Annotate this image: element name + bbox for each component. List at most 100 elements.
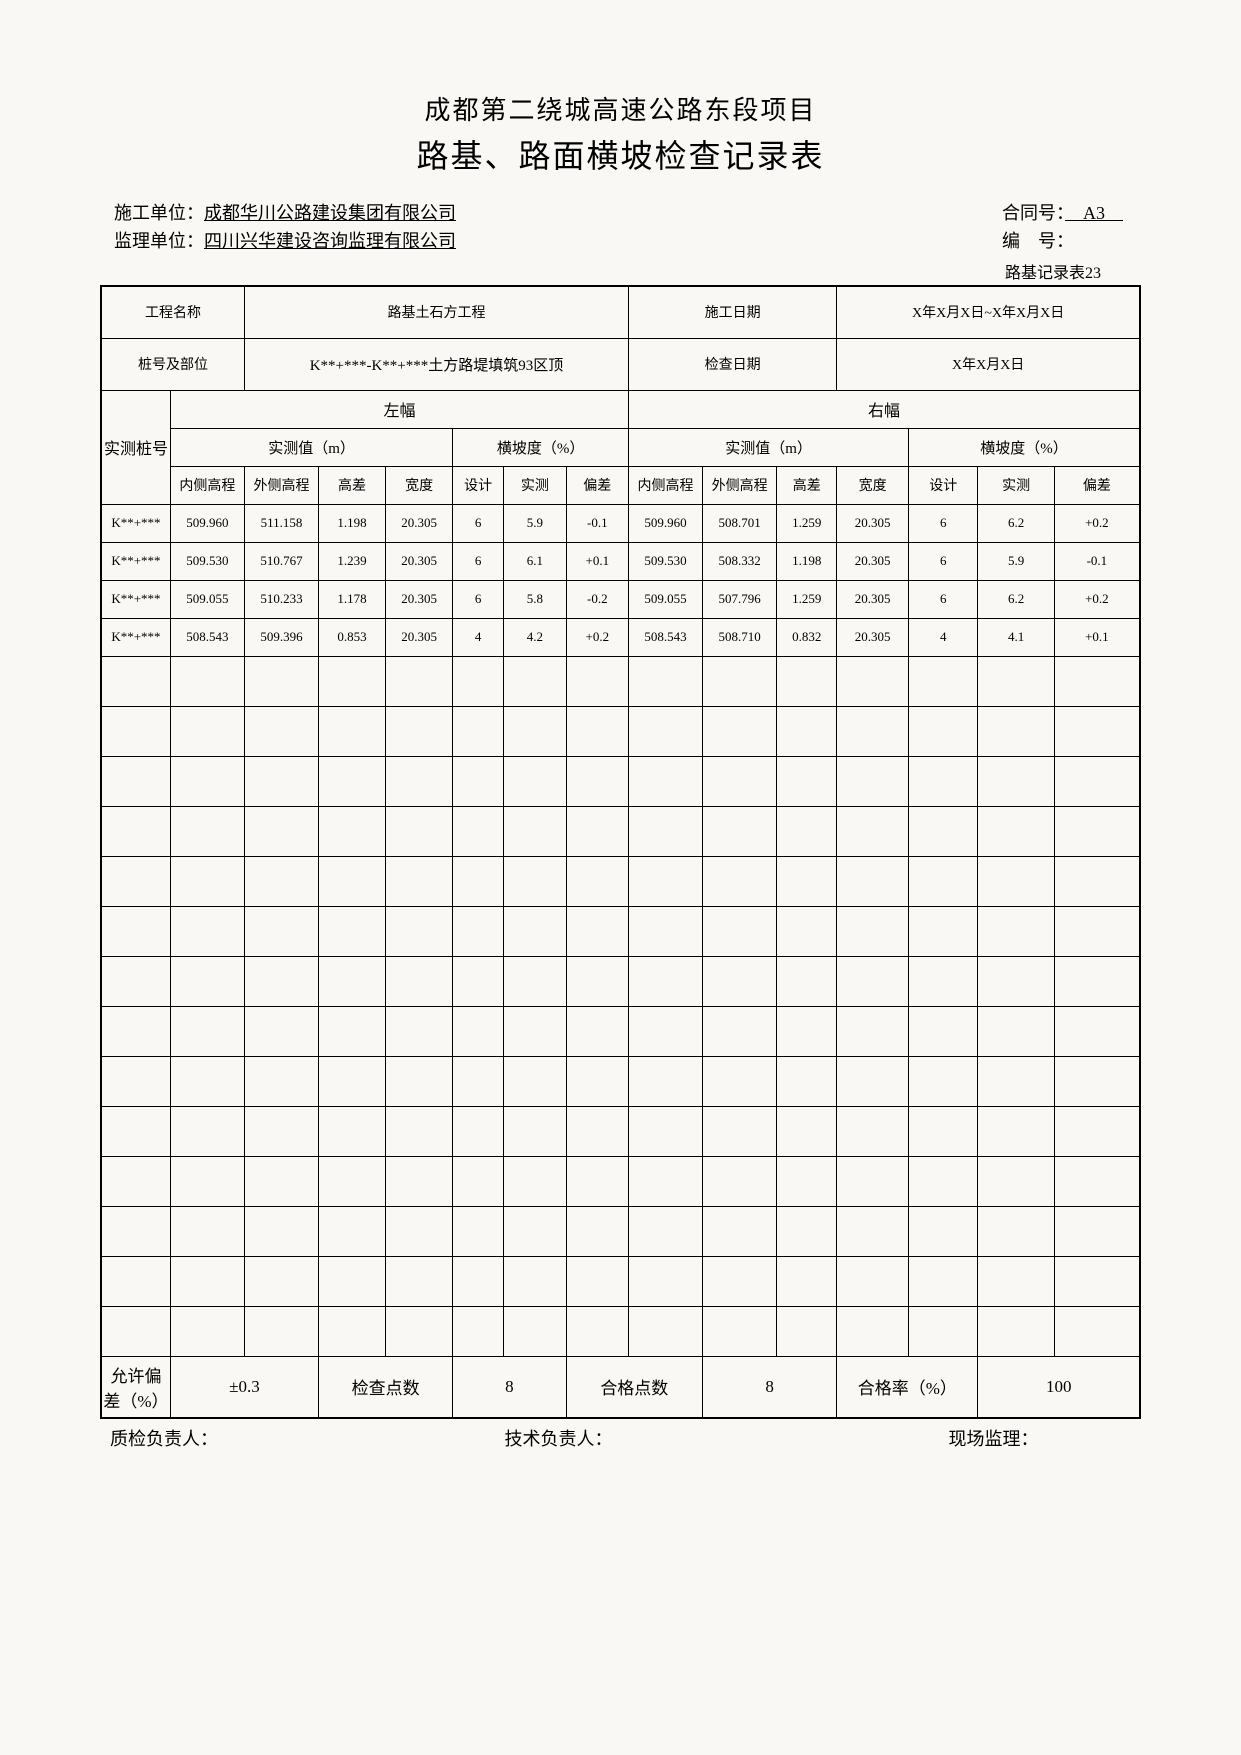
cell-rw: 20.305	[837, 580, 909, 618]
empty-cell	[319, 756, 386, 806]
th-measured-pile: 实测桩号	[101, 390, 170, 504]
empty-cell	[504, 806, 566, 856]
empty-cell	[453, 656, 504, 706]
cell-ro: 508.710	[703, 618, 777, 656]
empty-cell	[170, 1006, 244, 1056]
empty-cell	[386, 856, 453, 906]
empty-cell	[978, 956, 1054, 1006]
cell-ri: 509.055	[629, 580, 703, 618]
th-left-measured: 实测值（m）	[170, 428, 452, 466]
empty-cell	[566, 1156, 628, 1206]
cell-lds: 6	[453, 542, 504, 580]
th-check-date-label: 检查日期	[629, 338, 837, 390]
empty-cell	[978, 1306, 1054, 1356]
empty-cell	[629, 756, 703, 806]
empty-cell	[777, 956, 837, 1006]
empty-cell	[101, 706, 170, 756]
empty-cell	[566, 1256, 628, 1306]
cell-lw: 20.305	[386, 504, 453, 542]
th-r-inner: 内侧高程	[629, 466, 703, 504]
empty-cell	[1054, 806, 1140, 856]
empty-cell	[386, 756, 453, 806]
empty-cell	[909, 1056, 978, 1106]
empty-cell	[453, 1156, 504, 1206]
empty-cell	[837, 1056, 909, 1106]
empty-cell	[909, 906, 978, 956]
empty-cell	[386, 1206, 453, 1256]
cell-lo: 509.396	[244, 618, 318, 656]
empty-cell	[777, 1206, 837, 1256]
empty-cell	[909, 1306, 978, 1356]
cell-rw: 20.305	[837, 504, 909, 542]
empty-cell	[170, 756, 244, 806]
th-r-diff: 高差	[777, 466, 837, 504]
empty-cell	[978, 1256, 1054, 1306]
cell-ld: 1.178	[319, 580, 386, 618]
empty-cell	[386, 1256, 453, 1306]
empty-cell	[244, 756, 318, 806]
empty-cell	[453, 906, 504, 956]
empty-cell	[504, 1156, 566, 1206]
empty-cell	[244, 956, 318, 1006]
cell-ra: 4.1	[978, 618, 1054, 656]
th-l-outer: 外侧高程	[244, 466, 318, 504]
empty-cell	[566, 656, 628, 706]
empty-cell	[629, 1206, 703, 1256]
meta-left: 施工单位：成都华川公路建设集团有限公司 监理单位：四川兴华建设咨询监理有限公司	[114, 199, 456, 255]
empty-cell	[244, 1106, 318, 1156]
empty-cell	[837, 1156, 909, 1206]
cell-lo: 510.233	[244, 580, 318, 618]
project-title: 成都第二绕城高速公路东段项目	[100, 90, 1141, 127]
empty-cell	[319, 1206, 386, 1256]
cell-ra: 6.2	[978, 504, 1054, 542]
empty-cell	[170, 1256, 244, 1306]
empty-cell	[978, 806, 1054, 856]
empty-cell	[504, 956, 566, 1006]
empty-cell	[101, 1206, 170, 1256]
cell-pile: K**+***	[101, 504, 170, 542]
empty-cell	[170, 1206, 244, 1256]
footer-checkpts: 8	[453, 1356, 566, 1418]
sign-qc: 质检负责人：	[110, 1425, 385, 1451]
empty-cell	[453, 1006, 504, 1056]
cell-la: 5.9	[504, 504, 566, 542]
empty-cell	[319, 656, 386, 706]
cell-ld: 0.853	[319, 618, 386, 656]
empty-cell	[386, 1306, 453, 1356]
th-l-dev: 偏差	[566, 466, 628, 504]
sign-sup: 现场监理：	[696, 1425, 1131, 1451]
cell-rw: 20.305	[837, 542, 909, 580]
empty-cell	[837, 856, 909, 906]
th-pile-label: 桩号及部位	[101, 338, 244, 390]
empty-cell	[170, 906, 244, 956]
th-right-slope: 横坡度（%）	[909, 428, 1140, 466]
footer-tol: ±0.3	[170, 1356, 318, 1418]
empty-cell	[504, 1306, 566, 1356]
empty-cell	[566, 756, 628, 806]
empty-cell	[453, 756, 504, 806]
th-l-actual: 实测	[504, 466, 566, 504]
cell-li: 508.543	[170, 618, 244, 656]
empty-cell	[244, 806, 318, 856]
cell-li: 509.960	[170, 504, 244, 542]
empty-cell	[101, 1006, 170, 1056]
cell-ldev: -0.1	[566, 504, 628, 542]
empty-cell	[703, 956, 777, 1006]
th-check-date: X年X月X日	[837, 338, 1140, 390]
empty-cell	[386, 1106, 453, 1156]
empty-cell	[837, 1006, 909, 1056]
empty-cell	[837, 956, 909, 1006]
th-pile: K**+***-K**+***土方路堤填筑93区顶	[244, 338, 628, 390]
empty-cell	[909, 1106, 978, 1156]
contract-no-label: 合同号：	[1002, 203, 1065, 223]
cell-lo: 510.767	[244, 542, 318, 580]
cell-rdev: +0.2	[1054, 580, 1140, 618]
empty-cell	[909, 756, 978, 806]
empty-cell	[629, 1256, 703, 1306]
th-construct-date-label: 施工日期	[629, 286, 837, 338]
empty-cell	[777, 856, 837, 906]
cell-la: 4.2	[504, 618, 566, 656]
cell-ra: 6.2	[978, 580, 1054, 618]
cell-ri: 509.530	[629, 542, 703, 580]
empty-cell	[777, 1056, 837, 1106]
